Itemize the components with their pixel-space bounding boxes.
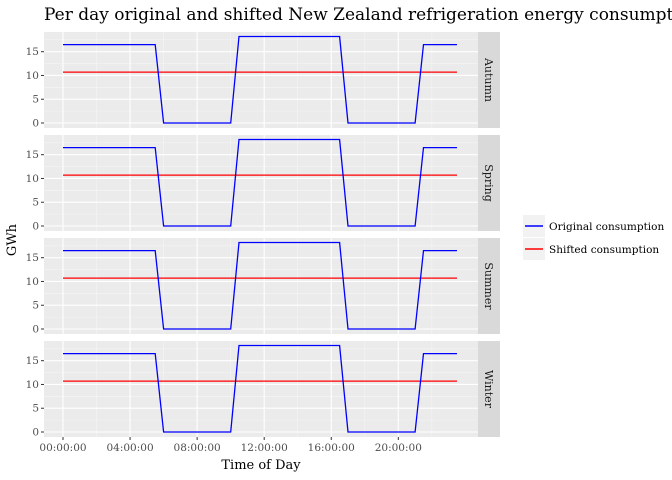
facet-panel-spring: 0 5 10 15 Spring	[26, 135, 500, 233]
y-tick-label: 10	[26, 379, 39, 391]
x-tick-label: 08:00:00	[174, 442, 221, 454]
original-consumption-line	[63, 35, 457, 124]
facet-strip	[478, 135, 500, 231]
x-tick-label: 12:00:00	[241, 442, 288, 454]
legend-label: Original consumption	[549, 221, 664, 233]
original-consumption-line	[63, 344, 457, 433]
y-tick-label: 10	[26, 173, 39, 185]
facet-panel-winter: 0 5 10 15 Winter	[26, 341, 500, 439]
y-axis-title: GWh	[5, 223, 20, 256]
facet-strip	[478, 238, 500, 334]
facet-panels: 0 5 10 15 Autumn 0 5 10 15 Spring 0 5 10 15 Summer 0 5 10…	[26, 32, 500, 439]
facet-panel-summer: 0 5 10 15 Summer	[26, 238, 500, 336]
panel-background	[44, 32, 478, 128]
facet-strip-label: Summer	[482, 262, 495, 310]
y-tick-label: 10	[26, 70, 39, 82]
original-consumption-line	[63, 241, 457, 330]
y-tick-label: 5	[32, 300, 39, 312]
y-tick-label: 15	[26, 355, 39, 367]
y-tick-label: 15	[26, 46, 39, 58]
y-tick-label: 10	[26, 276, 39, 288]
facet-strip	[478, 341, 500, 437]
y-tick-label: 0	[32, 221, 39, 233]
y-tick-label: 15	[26, 252, 39, 264]
x-tick-label: 00:00:00	[39, 442, 86, 454]
facet-panel-autumn: 0 5 10 15 Autumn	[26, 32, 500, 130]
panel-background	[44, 341, 478, 437]
original-consumption-line	[63, 138, 457, 227]
facet-strip-label: Autumn	[482, 57, 495, 102]
y-tick-label: 15	[26, 149, 39, 161]
chart-title: Per day original and shifted New Zealand…	[44, 5, 672, 25]
y-tick-label: 0	[32, 427, 39, 439]
legend: Original consumption Shifted consumption	[523, 215, 664, 260]
x-tick-label: 04:00:00	[106, 442, 153, 454]
y-tick-label: 0	[32, 324, 39, 336]
facet-strip	[478, 32, 500, 128]
x-axis-title: Time of Day	[221, 458, 301, 473]
x-tick-label: 16:00:00	[308, 442, 355, 454]
y-tick-label: 0	[32, 118, 39, 130]
y-tick-label: 5	[32, 94, 39, 106]
x-tick-label: 20:00:00	[375, 442, 422, 454]
facet-strip-label: Spring	[482, 164, 495, 201]
panel-background	[44, 238, 478, 334]
legend-label: Shifted consumption	[549, 244, 659, 256]
x-axis: 00:00:00 04:00:00 08:00:00 12:00:00 16:00:00…	[39, 437, 422, 454]
panel-background	[44, 135, 478, 231]
facet-strip-label: Winter	[482, 370, 495, 409]
y-tick-label: 5	[32, 403, 39, 415]
y-tick-label: 5	[32, 197, 39, 209]
